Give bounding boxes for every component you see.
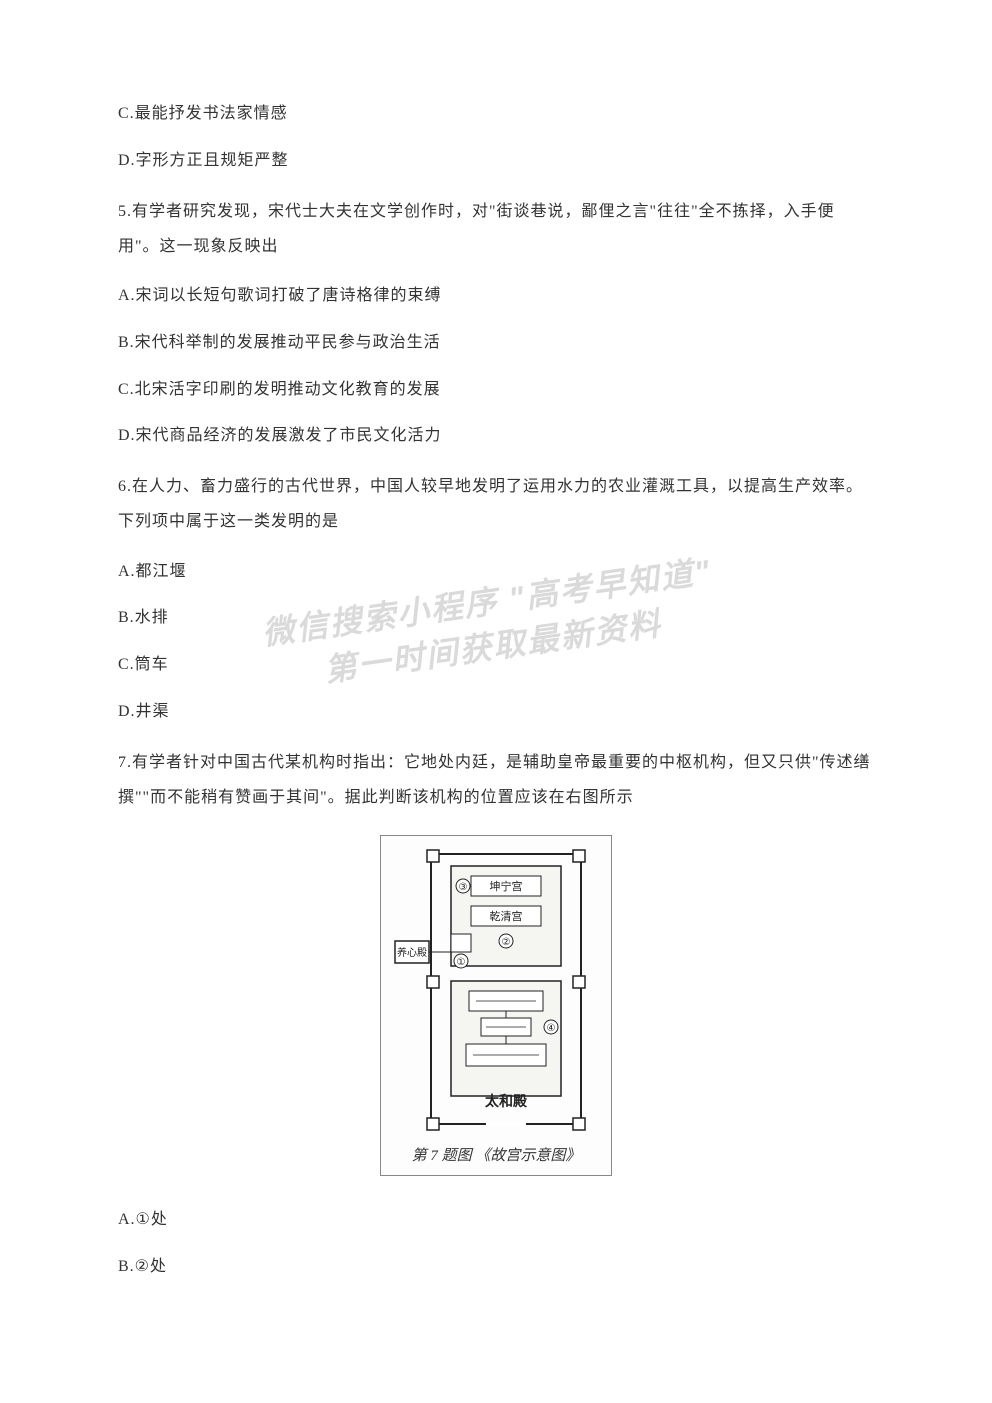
q5-option-a: A.宋词以长短句歌词打破了唐诗格律的束缚 bbox=[118, 282, 874, 311]
label-taihe: 太和殿 bbox=[485, 1093, 528, 1110]
label-n2: ② bbox=[502, 937, 511, 948]
label-yangxin: 养心殿 bbox=[397, 946, 427, 959]
q6-stem: 6.在人力、畜力盛行的古代世界，中国人较早地发明了运用水力的农业灌溉工具，以提高… bbox=[118, 469, 874, 539]
q5-option-b: B.宋代科举制的发展推动平民参与政治生活 bbox=[118, 329, 874, 358]
q7-stem: 7.有学者针对中国古代某机构时指出：它地处内廷，是辅助皇帝最重要的中枢机构，但又… bbox=[118, 745, 874, 815]
q5-stem: 5.有学者研究发现，宋代士大夫在文学创作时，对"街谈巷说，鄙俚之言"往往"全不拣… bbox=[118, 194, 874, 264]
q6-option-d: D.井渠 bbox=[118, 698, 874, 727]
q5-option-d: D.宋代商品经济的发展激发了市民文化活力 bbox=[118, 422, 874, 451]
label-n3: ③ bbox=[459, 882, 468, 893]
prev-option-d: D.字形方正且规矩严整 bbox=[118, 147, 874, 176]
diagram-caption: 第 7 题图 《故宫示意图》 bbox=[391, 1144, 601, 1165]
prev-option-c: C.最能抒发书法家情感 bbox=[118, 100, 874, 129]
q7-diagram: 坤宁宫 ③ 乾清宫 ② ① 养心殿 bbox=[380, 835, 612, 1176]
q6-option-a: A.都江堰 bbox=[118, 558, 874, 587]
q7-option-a: A.①处 bbox=[118, 1206, 874, 1235]
label-n1: ① bbox=[457, 957, 466, 968]
palace-diagram-svg: 坤宁宫 ③ 乾清宫 ② ① 养心殿 bbox=[391, 846, 601, 1136]
q7-diagram-container: 坤宁宫 ③ 乾清宫 ② ① 养心殿 bbox=[118, 835, 874, 1176]
label-kunning: 坤宁宫 bbox=[490, 879, 523, 893]
q6-option-b: B.水排 bbox=[118, 604, 874, 633]
q7-option-b: B.②处 bbox=[118, 1253, 874, 1282]
q5-option-c: C.北宋活字印刷的发明推动文化教育的发展 bbox=[118, 376, 874, 405]
label-n4: ④ bbox=[547, 1023, 556, 1034]
q6-option-c: C.筒车 bbox=[118, 651, 874, 680]
label-qianqing: 乾清宫 bbox=[490, 909, 523, 923]
